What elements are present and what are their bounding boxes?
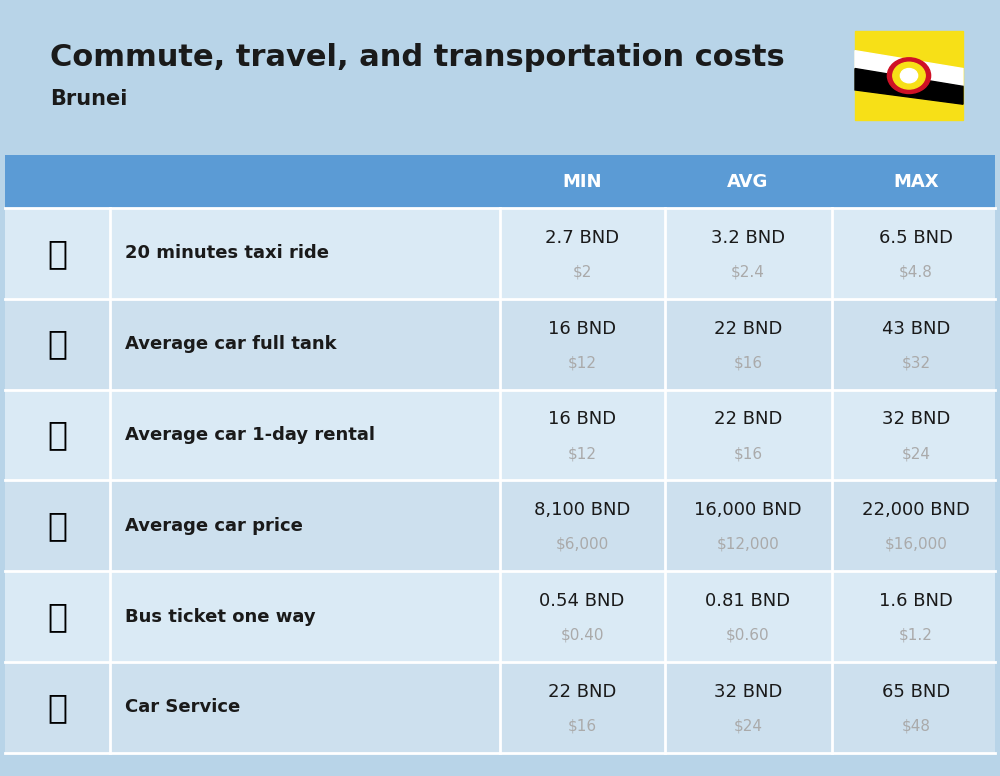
Text: Average car full tank: Average car full tank [125, 335, 337, 353]
Text: $16: $16 [733, 355, 763, 370]
Text: 16 BND: 16 BND [548, 320, 616, 338]
Circle shape [887, 58, 931, 94]
Text: $6,000: $6,000 [555, 537, 609, 552]
Text: $24: $24 [734, 719, 763, 733]
Text: 20 minutes taxi ride: 20 minutes taxi ride [125, 244, 329, 262]
Polygon shape [855, 50, 963, 86]
Text: 🛠: 🛠 [47, 691, 67, 724]
Text: 6.5 BND: 6.5 BND [879, 229, 953, 247]
Text: $16: $16 [567, 719, 597, 733]
Text: 🚗: 🚗 [47, 509, 67, 542]
Text: $48: $48 [902, 719, 930, 733]
Text: $1.2: $1.2 [899, 628, 933, 643]
Text: $24: $24 [902, 446, 930, 461]
Text: 3.2 BND: 3.2 BND [711, 229, 785, 247]
Text: 22 BND: 22 BND [714, 411, 782, 428]
Circle shape [893, 62, 925, 89]
Text: $0.60: $0.60 [726, 628, 770, 643]
Text: $16,000: $16,000 [885, 537, 947, 552]
Text: Car Service: Car Service [125, 698, 240, 716]
Text: $16: $16 [733, 446, 763, 461]
Text: 32 BND: 32 BND [714, 683, 782, 701]
Text: $0.40: $0.40 [560, 628, 604, 643]
Text: 22,000 BND: 22,000 BND [862, 501, 970, 519]
Text: $2.4: $2.4 [731, 265, 765, 279]
Text: $32: $32 [901, 355, 931, 370]
Text: 🚕: 🚕 [47, 237, 67, 270]
Text: 8,100 BND: 8,100 BND [534, 501, 630, 519]
Text: $12: $12 [568, 446, 596, 461]
Text: MIN: MIN [562, 172, 602, 191]
Text: 65 BND: 65 BND [882, 683, 950, 701]
Text: Brunei: Brunei [50, 89, 127, 109]
Text: $12: $12 [568, 355, 596, 370]
Text: AVG: AVG [727, 172, 769, 191]
Text: 🚙: 🚙 [47, 418, 67, 452]
Text: 16 BND: 16 BND [548, 411, 616, 428]
Polygon shape [855, 68, 963, 104]
Text: MAX: MAX [893, 172, 939, 191]
Text: Bus ticket one way: Bus ticket one way [125, 608, 316, 625]
Text: 2.7 BND: 2.7 BND [545, 229, 619, 247]
Circle shape [900, 68, 918, 83]
Text: 🚌: 🚌 [47, 600, 67, 633]
Text: $4.8: $4.8 [899, 265, 933, 279]
Text: Average car price: Average car price [125, 517, 303, 535]
Text: 0.54 BND: 0.54 BND [539, 592, 625, 610]
Text: 16,000 BND: 16,000 BND [694, 501, 802, 519]
Text: 22 BND: 22 BND [548, 683, 616, 701]
Text: 1.6 BND: 1.6 BND [879, 592, 953, 610]
Text: 32 BND: 32 BND [882, 411, 950, 428]
Text: 43 BND: 43 BND [882, 320, 950, 338]
Text: $12,000: $12,000 [717, 537, 779, 552]
Text: $2: $2 [572, 265, 592, 279]
Text: 0.81 BND: 0.81 BND [705, 592, 791, 610]
Text: 22 BND: 22 BND [714, 320, 782, 338]
Text: Commute, travel, and transportation costs: Commute, travel, and transportation cost… [50, 43, 785, 71]
Text: Average car 1-day rental: Average car 1-day rental [125, 426, 375, 444]
Text: ⛽: ⛽ [47, 327, 67, 361]
